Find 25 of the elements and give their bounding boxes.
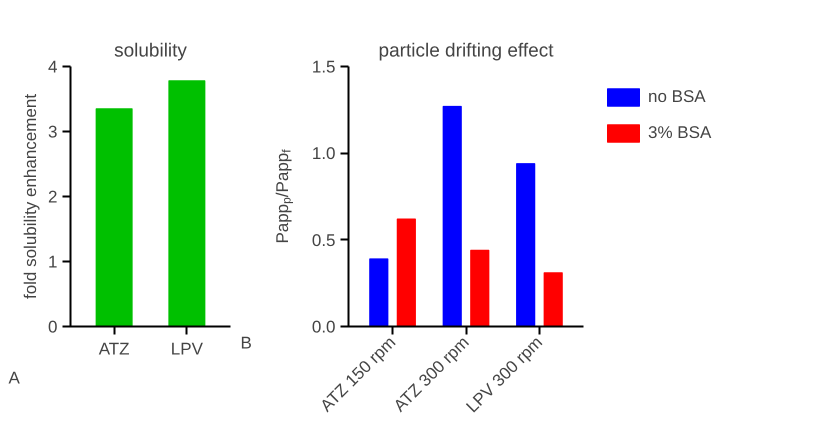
text: A <box>8 368 20 388</box>
y-axis-title: fold solubility enhancement <box>21 94 40 300</box>
text: B <box>240 334 252 352</box>
y-tick-label: 4 <box>48 58 58 76</box>
x-tick-label: LPV <box>170 340 204 358</box>
legend-label: 3% BSA <box>648 123 712 143</box>
y-tick-label: 1.0 <box>312 144 336 164</box>
x-tick-label: ATZ <box>98 340 130 358</box>
bar <box>442 106 462 326</box>
y-tick-label: 1 <box>48 252 58 272</box>
legend-label: no BSA <box>648 87 706 107</box>
bar <box>369 258 388 326</box>
bar <box>544 272 563 326</box>
y-tick-label: 3 <box>48 122 58 142</box>
y-tick-label: 0.5 <box>312 230 336 250</box>
y-axis-title: Pappp/Pappf <box>273 148 294 244</box>
y-tick-label: 0.0 <box>312 318 336 336</box>
y-tick-label: 1.5 <box>312 58 336 76</box>
bar <box>396 218 416 326</box>
bar <box>470 250 490 326</box>
y-tick-label: 0 <box>48 318 58 336</box>
chart-title: particle drifting effect <box>378 40 554 62</box>
chart-title: solubility <box>114 40 188 62</box>
y-tick-label: 2 <box>48 188 58 206</box>
bar <box>516 163 536 326</box>
